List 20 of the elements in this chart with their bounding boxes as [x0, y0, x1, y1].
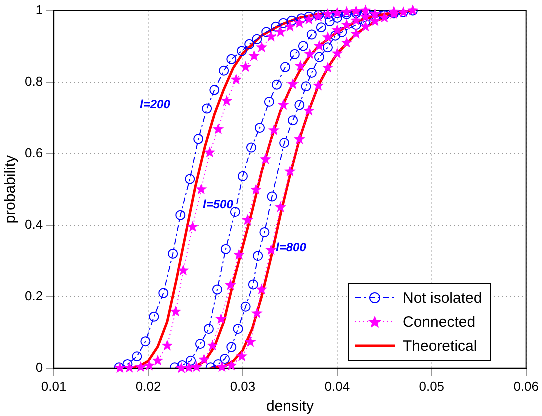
x-tick-label: 0.01	[41, 378, 67, 394]
x-tick-label: 0.04	[324, 378, 350, 394]
legend-label: Theoretical	[403, 338, 478, 354]
x-axis-title: density	[266, 398, 314, 416]
y-axis-title: probability	[2, 154, 20, 224]
y-tick-label: 1	[36, 2, 44, 18]
x-tick-label: 0.06	[514, 378, 540, 394]
legend-label: Connected	[403, 314, 476, 330]
x-tick-label: 0.05	[419, 378, 445, 394]
y-tick-label: 0	[36, 360, 44, 375]
annotation: l=200	[140, 97, 171, 112]
y-tick-label: 0.8	[24, 74, 44, 89]
y-tick-label: 0.4	[24, 216, 44, 232]
x-tick-label: 0.02	[136, 378, 162, 394]
legend-label: Not isolated	[403, 290, 482, 306]
y-tick-label: 0.6	[24, 145, 44, 160]
x-tick-label: 0.03	[230, 378, 256, 394]
y-tick-label: 0.2	[24, 288, 44, 304]
annotation: l=500	[203, 197, 234, 212]
annotation: l=800	[276, 240, 307, 254]
